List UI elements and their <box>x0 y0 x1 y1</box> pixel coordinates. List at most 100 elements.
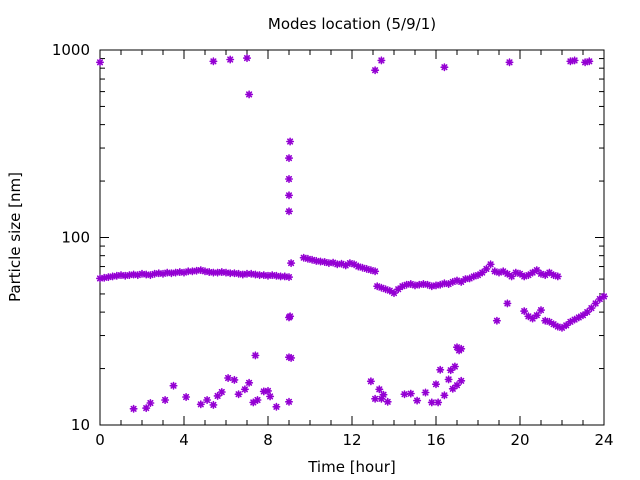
data-point <box>450 362 459 371</box>
data-point <box>427 398 436 407</box>
x-axis-label: Time [hour] <box>307 458 396 476</box>
data-point <box>482 264 491 273</box>
data-point <box>224 373 233 383</box>
data-point <box>436 365 445 374</box>
data-point <box>371 267 380 276</box>
y-tick-label: 100 <box>61 229 90 247</box>
data-point <box>255 271 264 280</box>
data-point <box>507 272 516 281</box>
data-point <box>230 375 239 384</box>
data-point <box>553 272 562 281</box>
data-point <box>284 207 294 216</box>
x-tick-label: 16 <box>426 431 445 449</box>
data-point <box>536 306 546 315</box>
data-points <box>95 54 609 413</box>
data-point <box>226 269 235 278</box>
data-point <box>457 344 466 353</box>
data-point <box>284 154 294 163</box>
data-point <box>286 312 295 321</box>
data-point <box>532 311 541 320</box>
data-point <box>95 58 105 67</box>
data-point <box>209 400 218 409</box>
data-point <box>253 395 262 405</box>
data-point <box>182 392 191 402</box>
data-point <box>371 394 380 403</box>
data-point <box>444 375 453 384</box>
data-point <box>150 269 159 278</box>
data-point <box>245 378 254 387</box>
data-point <box>263 386 273 395</box>
data-point <box>566 317 575 326</box>
x-tick-label: 4 <box>179 431 189 449</box>
data-point <box>184 267 193 276</box>
data-point <box>234 390 243 399</box>
data-point <box>251 351 260 360</box>
data-point <box>196 400 205 409</box>
data-point <box>541 316 550 325</box>
data-point <box>209 57 218 66</box>
data-point <box>379 390 388 399</box>
data-point <box>545 268 554 277</box>
y-tick-label: 1000 <box>52 41 90 59</box>
y-tick-labels: 10 100 1000 <box>52 41 90 434</box>
data-point <box>284 397 294 406</box>
data-point <box>505 58 514 67</box>
data-point <box>266 392 275 401</box>
data-point <box>203 395 212 405</box>
data-point <box>562 321 571 330</box>
data-point <box>129 404 138 413</box>
data-point <box>520 307 529 316</box>
data-point <box>549 320 558 329</box>
data-point <box>242 54 252 63</box>
x-tick-label: 24 <box>594 431 613 449</box>
data-point <box>434 398 443 407</box>
data-point <box>440 63 449 72</box>
data-point <box>377 56 386 65</box>
data-point <box>142 404 151 413</box>
data-point <box>413 396 422 405</box>
data-point <box>599 292 609 301</box>
data-point <box>440 391 449 400</box>
data-point <box>486 260 495 269</box>
data-point <box>284 174 294 184</box>
data-point <box>478 268 487 277</box>
data-point <box>366 377 375 386</box>
y-axis-label: Particle size [nm] <box>6 172 24 302</box>
x-tick-label: 8 <box>263 431 273 449</box>
data-point <box>446 366 455 375</box>
data-point <box>272 402 281 411</box>
x-tick-label: 12 <box>342 431 361 449</box>
data-point <box>431 380 441 389</box>
plot-frame <box>99 49 605 426</box>
data-point <box>499 267 508 276</box>
data-point <box>375 385 384 394</box>
data-point <box>492 316 501 325</box>
x-tick-label: 20 <box>510 431 529 449</box>
data-point <box>217 387 226 397</box>
x-tick-labels: 0 4 8 12 16 20 24 <box>95 431 613 449</box>
data-point <box>400 390 409 399</box>
data-point <box>284 273 294 282</box>
data-point <box>240 385 249 394</box>
data-point <box>226 55 235 64</box>
data-point <box>245 90 254 99</box>
data-point <box>169 381 178 390</box>
data-point <box>570 56 579 65</box>
data-point <box>161 395 170 405</box>
data-point <box>371 66 380 75</box>
x-tick-label: 0 <box>95 431 105 449</box>
data-point <box>421 388 430 397</box>
data-point <box>406 389 415 398</box>
data-point <box>585 57 594 66</box>
data-point <box>287 353 296 362</box>
y-tick-label: 10 <box>71 416 90 434</box>
axis-ticks <box>99 49 605 426</box>
data-point <box>287 259 296 268</box>
plot-border <box>99 49 605 426</box>
data-point <box>383 397 392 406</box>
data-point <box>146 398 155 408</box>
chart-title: Modes location (5/9/1) <box>268 15 436 33</box>
data-point <box>286 137 295 146</box>
data-point <box>587 304 596 313</box>
